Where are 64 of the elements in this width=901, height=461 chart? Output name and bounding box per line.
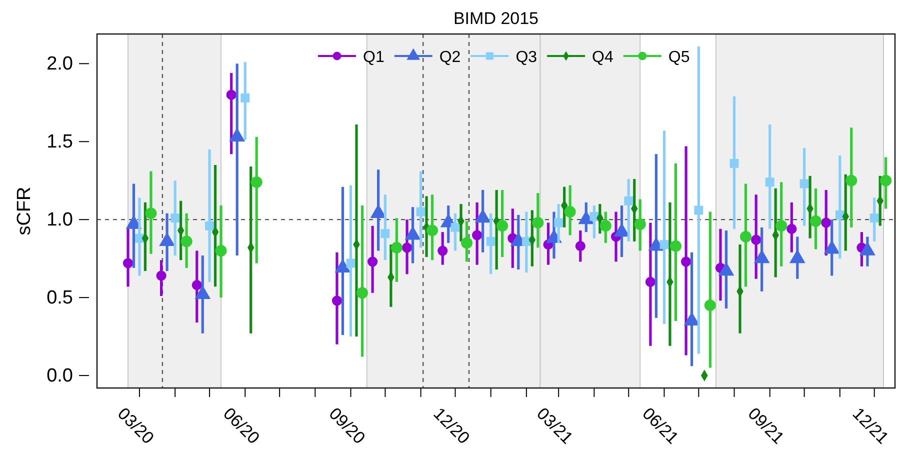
point [532,216,544,228]
point [192,280,202,290]
point [346,258,356,268]
y-tick-label: 2.0 [46,54,73,75]
legend-label: Q5 [668,49,690,66]
point [170,214,180,222]
point [486,236,496,246]
point [660,240,669,249]
point [670,240,682,252]
point [704,300,716,312]
point [426,224,438,236]
point [205,221,214,230]
point [368,256,378,267]
point [390,242,402,254]
point [564,206,576,218]
chart-title: BIMD 2015 [453,9,539,28]
point [215,245,227,257]
point [846,174,858,186]
point [496,220,508,232]
point [438,246,448,256]
point [554,218,564,228]
y-tick-label: 1.5 [46,132,73,153]
point [180,236,192,248]
point [156,270,166,281]
point [402,242,412,253]
point [145,208,157,220]
point [645,276,656,287]
point [880,174,892,186]
point [624,196,634,206]
y-tick-label: 0.5 [46,288,73,309]
point [821,218,832,228]
point [575,241,586,252]
point [680,256,692,267]
point [786,224,797,234]
point [122,258,134,268]
point [870,214,879,222]
y-tick-label: 1.0 [46,210,73,231]
point [356,287,368,299]
y-axis-title: sCFR [14,186,35,236]
point [694,206,704,215]
point [751,234,762,245]
point [226,90,236,100]
point [450,222,460,232]
point [380,229,390,238]
point [600,220,612,232]
legend-label: Q1 [363,49,384,66]
point [472,230,482,240]
point [740,230,752,242]
point [460,237,472,249]
point [590,212,599,221]
point [240,93,250,102]
y-tick-label: 0.0 [46,366,73,387]
point [634,218,646,230]
legend-label: Q4 [592,49,614,66]
point [332,296,342,306]
legend-label: Q2 [439,49,461,66]
point [810,215,822,227]
point [250,176,262,188]
point [765,178,774,187]
legend-label: Q3 [516,49,538,66]
point [730,158,739,168]
point [800,179,809,188]
point [416,207,426,216]
point [776,220,788,232]
